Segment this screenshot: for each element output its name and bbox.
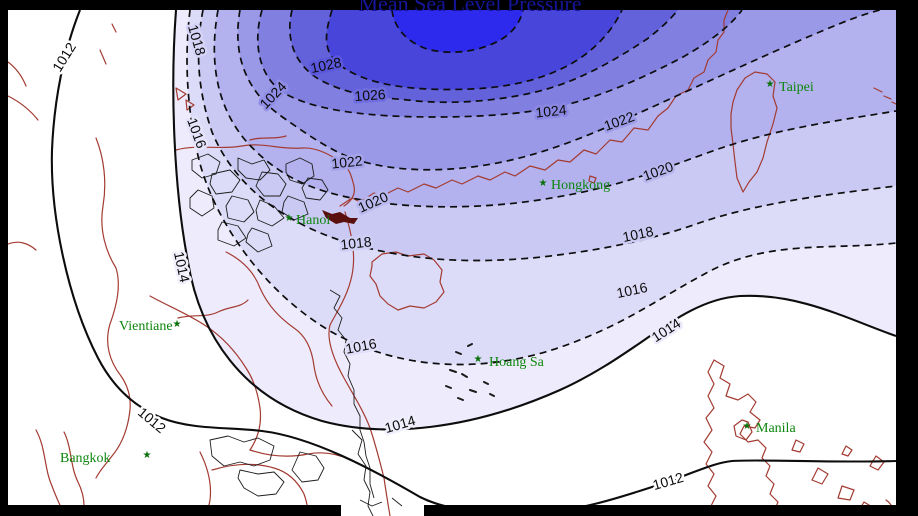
islet-5 — [445, 385, 452, 389]
coastline-vietnam — [328, 211, 391, 516]
isobars-dashed — [186, 10, 896, 366]
city-labels: ★ Taipei★ Hongkong★ Hanoi★Vientiane★ Hoang S… — [60, 79, 814, 466]
island-ph-5 — [869, 455, 885, 471]
island-ph-2 — [811, 467, 829, 485]
isobar-1016-dashed — [186, 10, 896, 366]
isobar-1030-dashed — [391, 10, 524, 54]
left-black-bar — [0, 0, 8, 516]
isobar-label-1022-7: 1022 — [331, 152, 364, 171]
province-nv-8 — [255, 199, 285, 227]
bangkok-marker-star-icon: ★ — [143, 450, 152, 461]
isobar-1018-dashed — [197, 10, 896, 262]
province-coastal-strip — [329, 289, 375, 499]
bottom-black-bar-left — [0, 505, 341, 516]
province-nv-5 — [285, 157, 315, 185]
city-label-taipei: Taipei — [779, 80, 814, 95]
city-label-vientiane: Vientiane — [119, 319, 173, 334]
right-black-bar — [896, 0, 918, 516]
islands-northeast-2 — [883, 95, 892, 100]
isobar-label-1018-9: 1018 — [340, 233, 373, 252]
islet-4 — [461, 373, 468, 378]
province-nv-2 — [209, 169, 241, 195]
bottom-black-bar-right — [424, 505, 918, 516]
coastline-luzon-east — [713, 359, 779, 516]
hoang-sa-islets — [445, 343, 495, 401]
city-label-manila: Manila — [756, 421, 796, 436]
province-nv-6 — [301, 177, 329, 201]
province-bottom-gap-2 — [391, 497, 403, 507]
island-pratas — [588, 175, 597, 184]
isobar-1026-dashed — [288, 10, 679, 104]
coastline-south-china — [339, 10, 729, 207]
isobar-1024-dashed — [256, 10, 743, 118]
coast-myanmar-south-2 — [63, 431, 85, 507]
hoang-sa-marker-star-icon: ★ — [474, 354, 483, 365]
islet-8 — [457, 397, 464, 401]
province-s-strip — [351, 429, 374, 516]
province-sw-3 — [291, 451, 325, 483]
province-nv-1 — [191, 153, 221, 179]
islands-northeast-3 — [891, 101, 896, 105]
red-mark-2 — [99, 49, 107, 65]
province-nv-12 — [245, 227, 273, 253]
map-area: 1012 101810161024101410281026102210201018… — [8, 10, 896, 516]
province-sw-1 — [209, 435, 275, 467]
red-mark-1 — [111, 23, 117, 33]
isobar-1012-solid — [50, 10, 896, 515]
border-laos-vietnam — [225, 251, 333, 407]
pressure-band-1030 — [392, 10, 523, 53]
border-vietnam-china — [175, 144, 355, 207]
vientiane-marker-star-icon: ★ — [173, 319, 182, 330]
isobar-1028-dashed — [325, 10, 623, 91]
hanoi-marker-star-icon: ★ — [285, 213, 294, 224]
border-left-edge-2 — [8, 241, 37, 251]
city-label-hoang-sa: Hoang Sa — [489, 355, 545, 370]
border-red-jag-north — [249, 135, 287, 141]
hongkong-marker-star-icon: ★ — [539, 178, 548, 189]
border-laos-jag — [177, 299, 249, 319]
province-sw-2 — [237, 469, 285, 497]
islet-6 — [469, 389, 477, 393]
border-left-edge-1 — [8, 95, 39, 121]
province-nv-11 — [217, 221, 247, 247]
coastline-luzon-west — [703, 359, 717, 516]
isobar-label-1026-6: 1026 — [354, 86, 386, 104]
top-black-bar — [0, 0, 918, 10]
province-nv-4 — [255, 171, 287, 197]
province-boundaries — [189, 153, 403, 516]
islet-7 — [483, 381, 489, 385]
province-nv-7 — [225, 195, 255, 223]
province-bottom-gap-1 — [359, 499, 383, 507]
isobar-1014-solid — [172, 10, 896, 431]
province-nv-3 — [237, 157, 271, 181]
island-ph-6 — [841, 445, 853, 457]
city-label-hanoi: Hanoi — [296, 213, 330, 228]
islet-1 — [455, 351, 462, 355]
isobars-solid — [50, 10, 896, 515]
manila-marker-star-icon: ★ — [743, 421, 752, 432]
islet-9 — [489, 393, 495, 397]
coast-dark-accent-halong — [322, 210, 358, 224]
border-top-left-corner — [8, 61, 27, 87]
island-taiwan — [730, 71, 778, 193]
city-label-hongkong: Hongkong — [551, 178, 610, 193]
isobar-label-1024-12: 1024 — [535, 101, 568, 120]
pressure-shading — [173, 10, 896, 430]
border-myanmar-thailand — [95, 137, 131, 479]
province-nv-9 — [189, 189, 215, 217]
manila-bay — [733, 419, 753, 441]
islet-3 — [449, 369, 457, 373]
islands-northeast-1 — [873, 87, 883, 93]
islet-2 — [467, 343, 473, 347]
isobar-1020-dashed — [213, 10, 896, 208]
city-label-bangkok: Bangkok — [60, 451, 111, 466]
island-ph-1 — [791, 439, 805, 453]
taipei-marker-star-icon: ★ — [766, 79, 775, 90]
island-ph-3 — [837, 485, 855, 501]
red-mark-3 — [175, 87, 187, 101]
map-title: Mean Sea Level Pressure — [359, 0, 582, 16]
isobar-1022-dashed — [236, 10, 881, 171]
